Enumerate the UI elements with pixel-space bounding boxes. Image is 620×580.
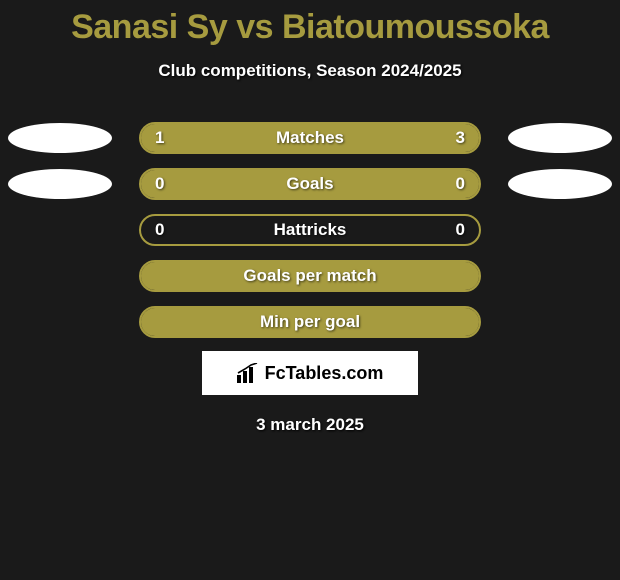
bar-chart-icon: [237, 363, 259, 383]
stat-row: 00Hattricks: [0, 207, 620, 253]
stat-label: Goals per match: [141, 266, 479, 286]
page-title: Sanasi Sy vs Biatoumoussoka: [0, 8, 620, 47]
subtitle: Club competitions, Season 2024/2025: [0, 61, 620, 81]
comparison-infographic: Sanasi Sy vs Biatoumoussoka Club competi…: [0, 0, 620, 435]
player-right-oval: [508, 123, 612, 153]
stat-bar: 00Goals: [139, 168, 481, 200]
stat-label: Hattricks: [141, 220, 479, 240]
stat-label: Matches: [141, 128, 479, 148]
stat-row: Min per goal: [0, 299, 620, 345]
stat-label: Min per goal: [141, 312, 479, 332]
stat-bar: 00Hattricks: [139, 214, 481, 246]
date-label: 3 march 2025: [0, 415, 620, 435]
player-right-oval: [508, 169, 612, 199]
player-left-oval: [8, 123, 112, 153]
stat-bar: 13Matches: [139, 122, 481, 154]
logo-box: FcTables.com: [202, 351, 418, 395]
stat-bar: Min per goal: [139, 306, 481, 338]
stat-row: Goals per match: [0, 253, 620, 299]
stat-label: Goals: [141, 174, 479, 194]
logo-text: FcTables.com: [265, 363, 384, 384]
player-left-oval: [8, 169, 112, 199]
stat-bar: Goals per match: [139, 260, 481, 292]
stat-row: 13Matches: [0, 115, 620, 161]
stat-row: 00Goals: [0, 161, 620, 207]
stat-bars: 13Matches 00Goals 00Hattricks Goals per mat…: [0, 115, 620, 345]
